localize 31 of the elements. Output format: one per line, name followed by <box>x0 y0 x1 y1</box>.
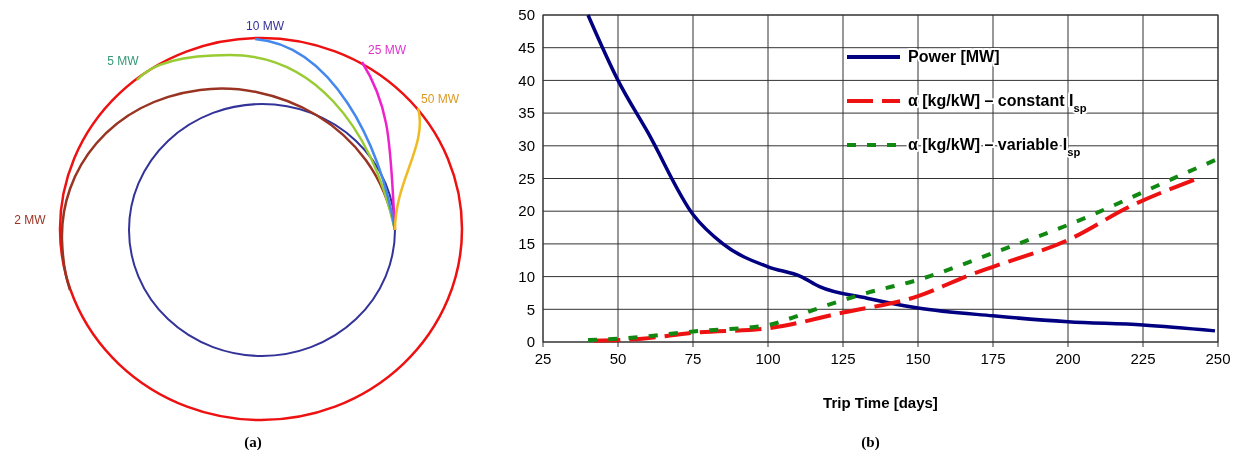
y-tick-label: 10 <box>518 267 535 285</box>
y-tick-label: 45 <box>518 38 535 56</box>
text: 50 MW <box>420 92 460 106</box>
y-tick-label: 5 <box>526 300 535 318</box>
text: 10 MW <box>245 19 285 33</box>
x-tick-label: 200 <box>1055 350 1081 367</box>
x-tick-label: 50 <box>609 350 627 367</box>
y-tick-label: 20 <box>518 202 535 220</box>
text: (a) <box>244 434 262 451</box>
y-tick-label: 0 <box>526 333 535 351</box>
y-tick-label: 40 <box>518 71 535 89</box>
x-axis-title: Trip Time [days] <box>823 394 938 411</box>
y-tick-label: 25 <box>518 169 535 187</box>
line-series <box>586 13 1217 333</box>
x-tick-label: 175 <box>980 350 1006 367</box>
text: 2 MW <box>14 213 47 227</box>
y-tick-label: 50 <box>518 6 535 24</box>
y-tick-label: 30 <box>518 137 535 155</box>
x-tick-label: 75 <box>684 350 702 367</box>
text: 25 MW <box>367 43 407 57</box>
y-tick-label: 35 <box>518 104 535 122</box>
y-tick-label: 15 <box>518 235 535 253</box>
text: (b) <box>861 434 880 451</box>
legend-label: α [kg/kW] – constant I$_{sp}$ <box>908 92 1087 114</box>
x-tick-label: 250 <box>1205 350 1231 367</box>
x-tick-label: 125 <box>830 350 856 367</box>
x-tick-label: 225 <box>1130 350 1156 367</box>
x-tick-label: 150 <box>905 350 931 367</box>
x-tick-label: 100 <box>755 350 781 367</box>
text: 5 MW <box>107 54 140 68</box>
legend-label: Power [MW] <box>908 48 1000 65</box>
